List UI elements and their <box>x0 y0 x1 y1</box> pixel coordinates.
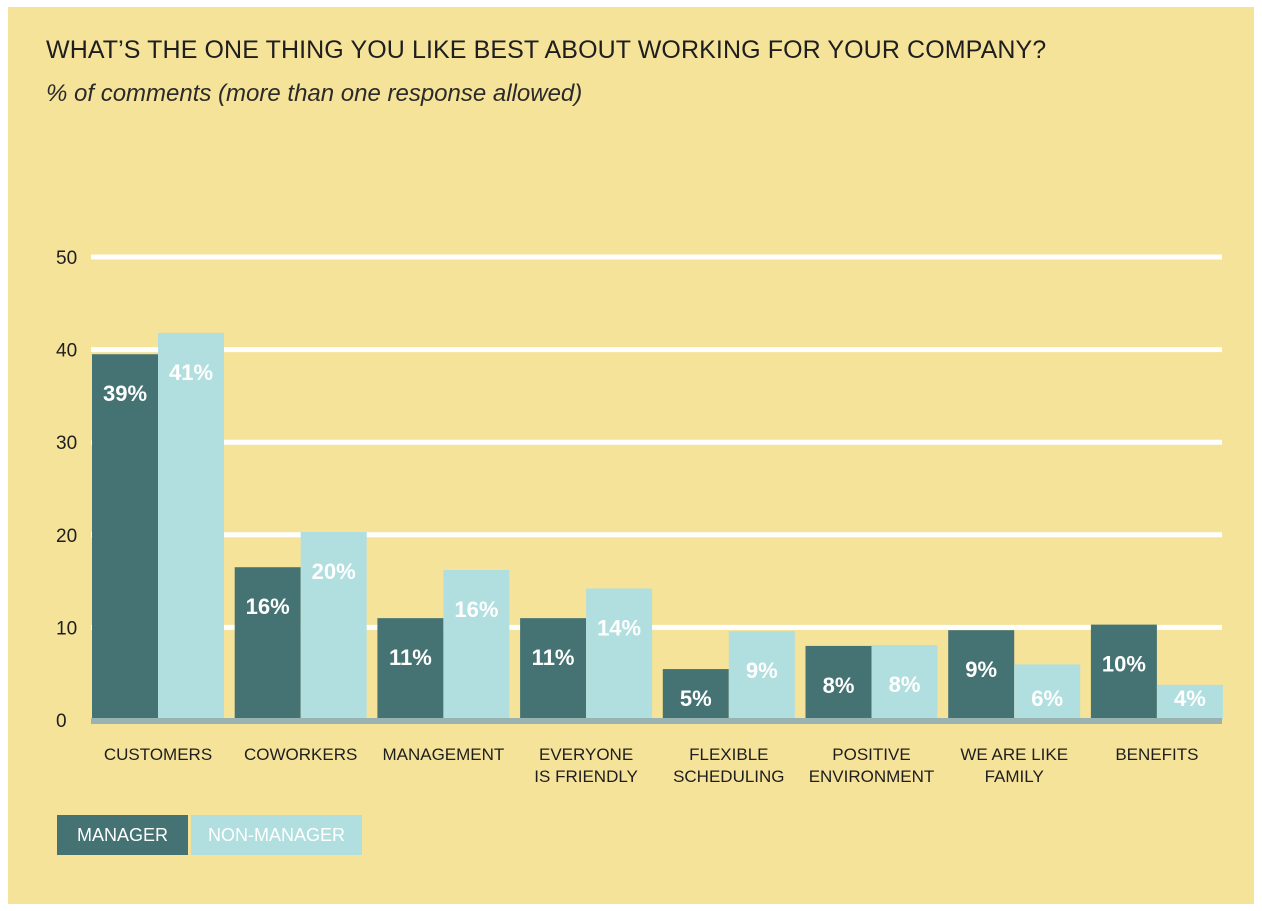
y-tick-label: 40 <box>56 341 77 362</box>
data-label: 10% <box>1102 652 1146 677</box>
bar-non-manager <box>728 631 795 720</box>
bar-non-manager <box>1014 664 1081 720</box>
chart-title: WHAT’S THE ONE THING YOU LIKE BEST ABOUT… <box>46 36 1047 64</box>
data-label: 9% <box>746 658 778 683</box>
bar-manager <box>234 567 301 720</box>
bar-manager <box>520 618 587 720</box>
bar-non-manager <box>300 532 367 720</box>
bar-manager <box>1090 624 1157 720</box>
category-label: COWORKERS <box>244 745 357 764</box>
bar-non-manager <box>443 569 510 720</box>
category-label: SCHEDULING <box>673 767 784 786</box>
data-label: 8% <box>823 673 855 698</box>
legend-item-non-manager: NON-MANAGER <box>191 815 362 855</box>
data-label: 6% <box>1031 686 1063 711</box>
data-label: 4% <box>1174 686 1206 711</box>
data-label: 14% <box>597 616 641 641</box>
category-label: POSITIVE <box>832 745 910 764</box>
category-label: IS FRIENDLY <box>534 767 638 786</box>
bar-manager <box>662 669 729 720</box>
chart-subtitle: % of comments (more than one response al… <box>46 80 583 107</box>
y-tick-label: 20 <box>56 526 77 547</box>
data-label: 39% <box>103 381 147 406</box>
data-label: 16% <box>454 597 498 622</box>
category-label: FAMILY <box>985 767 1044 786</box>
bar-non-manager <box>871 644 938 720</box>
bar-non-manager <box>586 588 653 720</box>
y-tick-label: 10 <box>56 618 77 639</box>
y-tick-label: 30 <box>56 433 77 454</box>
category-label: CUSTOMERS <box>104 745 212 764</box>
data-label: 5% <box>680 686 712 711</box>
y-tick-label: 50 <box>56 248 77 269</box>
category-label: MANAGEMENT <box>382 745 504 764</box>
legend-item-manager: MANAGER <box>57 815 188 855</box>
bar-non-manager <box>158 332 224 720</box>
bar-manager <box>805 645 872 720</box>
x-axis-baseline <box>91 718 1222 724</box>
category-label: ENVIRONMENT <box>809 767 935 786</box>
data-label: 11% <box>389 645 432 670</box>
data-label: 41% <box>169 360 213 385</box>
data-label: 8% <box>889 672 921 697</box>
data-label: 11% <box>532 645 575 670</box>
bar-non-manager <box>1156 684 1223 720</box>
data-label: 20% <box>312 559 356 584</box>
category-label: BENEFITS <box>1115 745 1198 764</box>
y-tick-label: 0 <box>56 711 67 732</box>
bar-manager <box>92 354 158 720</box>
data-label: 16% <box>246 594 290 619</box>
category-label: EVERYONE <box>539 745 633 764</box>
bar-manager <box>948 630 1015 720</box>
bar-manager <box>377 618 444 720</box>
data-label: 9% <box>965 657 997 682</box>
category-label: FLEXIBLE <box>689 745 768 764</box>
category-label: WE ARE LIKE <box>960 745 1068 764</box>
